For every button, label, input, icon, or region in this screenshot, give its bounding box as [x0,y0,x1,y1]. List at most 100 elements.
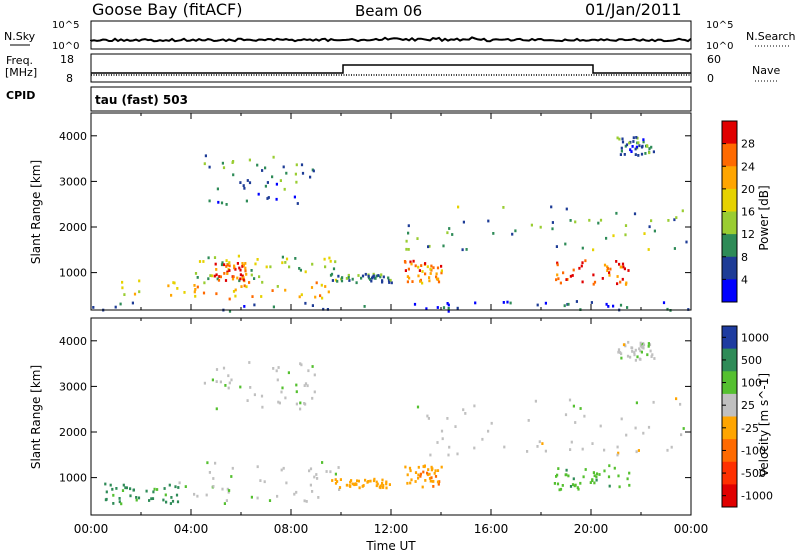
velocity-echo-cell [285,481,288,485]
velocity-echo-cell [163,487,166,490]
velocity-echo-cell [228,381,231,385]
power-echo-cell [564,242,567,246]
power-echo-cell [272,305,275,309]
velocity-echo-cell [637,449,640,452]
power-echo-cell [324,265,327,269]
velocity-echo-cell [277,400,280,404]
velocity-echo-cell [487,429,490,433]
power-echo-cell [288,265,291,269]
power-echo-cell [563,304,566,308]
velocity-echo-cell [434,469,437,473]
velocity-echo-cell [419,472,422,476]
power-echo-cell [222,166,226,170]
power-echo-cell [364,272,367,276]
power-echo-cell [256,163,259,167]
velocity-echo-cell [638,347,641,351]
ytick-label: 1000 [59,472,87,485]
velocity-echo-cell [631,350,634,353]
power-echo-cell [410,262,413,266]
power-echo-cell [223,263,226,267]
velocity-echo-cell [421,485,424,489]
freq-strip [90,53,692,83]
velocity-echo-cell [356,479,359,483]
power-echo-cell [209,274,212,277]
power-echo-cell [406,280,409,284]
velocity-echo-cell [176,500,180,504]
power-echo-cell [244,262,247,265]
power-echo-cell [121,286,124,290]
power-echo-cell [231,277,235,281]
velocity-echo-cell [625,433,628,437]
velocity-echo-cell [215,380,218,383]
colorbar-tick-label: 1000 [741,331,769,344]
power-echo-cell [334,278,337,282]
power-echo-cell [618,137,621,141]
power-echo-cell [648,225,651,229]
power-echo-cell [625,281,628,285]
power-echo-cell [442,244,445,248]
power-echo-cell [550,205,553,209]
power-echo-cell [242,184,245,187]
power-echo-cell [347,276,350,279]
velocity-echo-cell [557,467,560,470]
power-echo-cell [419,279,422,283]
velocity-echo-cell [272,367,275,370]
velocity-echo-cell [137,496,141,500]
power-echo-cell [250,269,253,272]
velocity-echo-cell [299,362,302,366]
velocity-echo-cell [571,483,575,486]
velocity-echo-cell [419,474,422,478]
power-echo-cell [285,257,289,261]
power-echo-cell [615,260,618,263]
velocity-echo-cell [165,500,168,504]
power-echo-cell [207,256,210,260]
velocity-echo-cell [225,499,228,502]
power-echo-cell [569,219,572,222]
power-echo-cell [407,267,410,271]
velocity-echo-cell [473,404,476,408]
power-echo-cell [332,267,336,271]
power-echo-cell [440,264,443,268]
velocity-echo-cell [599,424,602,428]
power-echo-cell [612,234,615,238]
power-echo-cell [253,303,256,307]
colorbar-segment [722,121,737,145]
velocity-echo-cell [622,343,626,347]
power-echo-cell [623,267,626,271]
velocity-echo-cell [647,342,650,345]
power-echo-cell [446,302,449,305]
power-echo-cell [442,306,446,309]
velocity-echo-cell [112,502,115,505]
power-echo-cell [429,272,432,275]
velocity-echo-cell [526,450,529,453]
velocity-echo-cell [464,412,467,415]
power-echo-cell [379,275,382,279]
velocity-echo-cell [626,354,630,358]
nave-tick-high: 60 [707,53,721,66]
power-echo-cell [632,136,635,140]
power-echo-cell [225,203,228,206]
power-echo-cell [428,244,431,248]
velocity-echo-cell [375,480,378,484]
power-echo-cell [327,290,330,294]
power-echo-cell [248,181,252,185]
power-echo-cell [173,281,176,285]
velocity-echo-cell [582,475,585,479]
colorbar-segment [722,211,737,235]
power-echo-cell [243,305,246,308]
power-echo-cell [628,141,631,145]
power-echo-cell [389,278,392,282]
power-echo-cell [276,285,279,288]
velocity-echo-cell [617,474,620,478]
nsky-tick-low: 10^0 [52,41,79,52]
power-echo-cell [267,196,270,199]
velocity-echo-cell [639,344,642,348]
velocity-echo-cell [208,471,211,474]
power-echo-cell [607,305,610,308]
power-colorbar: 28 24 20 16 12 8 4 [721,120,755,303]
power-echo-cell [616,275,619,278]
velocity-echo-cell [299,401,302,405]
power-echo-cell [219,275,222,279]
velocity-echo-cell [170,496,173,499]
colorbar-segment [722,256,737,280]
